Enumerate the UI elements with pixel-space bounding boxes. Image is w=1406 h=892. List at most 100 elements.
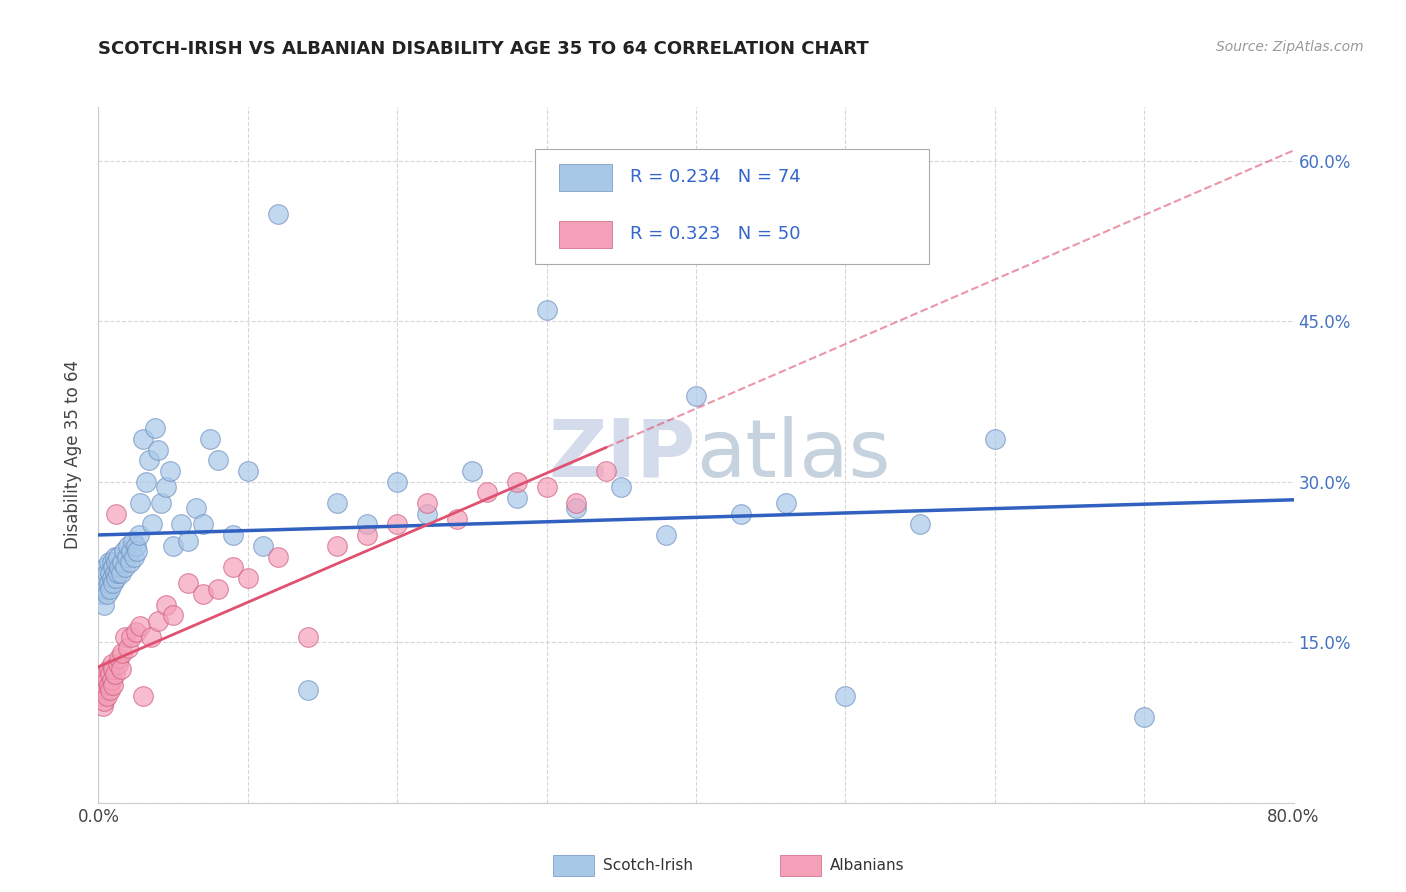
Point [222,560,245,574]
Point [141,517,163,532]
Point [326,496,349,510]
Point [103,576,125,591]
Point [101,657,124,671]
Point [834,689,856,703]
Point [1133,710,1156,724]
Point [110,662,132,676]
Text: Source: ZipAtlas.com: Source: ZipAtlas.com [1216,40,1364,54]
Point [610,480,633,494]
Point [984,432,1007,446]
Text: R = 0.323   N = 50: R = 0.323 N = 50 [630,226,801,244]
Point [118,555,141,569]
FancyBboxPatch shape [779,855,821,876]
Point [96,566,118,580]
Point [114,560,136,574]
Point [356,517,378,532]
Point [267,549,290,564]
Text: SCOTCH-IRISH VS ALBANIAN DISABILITY AGE 35 TO 64 CORRELATION CHART: SCOTCH-IRISH VS ALBANIAN DISABILITY AGE … [98,40,869,58]
Point [103,678,125,692]
Point [138,453,160,467]
Point [385,475,409,489]
Point [150,496,173,510]
Point [101,571,124,585]
Point [100,582,122,596]
Point [222,528,245,542]
Point [128,528,150,542]
Point [506,475,529,489]
Point [105,571,128,585]
Point [93,598,115,612]
Point [93,673,115,687]
Point [135,475,157,489]
Y-axis label: Disability Age 35 to 64: Disability Age 35 to 64 [65,360,83,549]
Point [125,624,148,639]
Point [132,432,155,446]
Point [111,555,134,569]
Point [416,507,439,521]
Point [162,608,184,623]
Point [297,630,319,644]
Point [96,587,118,601]
Point [96,673,118,687]
Point [90,689,112,703]
Point [127,544,149,558]
FancyBboxPatch shape [534,149,929,263]
Point [908,517,931,532]
Point [685,389,707,403]
Point [730,507,752,521]
Point [94,582,117,596]
Point [96,689,118,703]
Point [446,512,468,526]
Point [461,464,484,478]
Point [169,517,191,532]
Point [114,630,136,644]
Point [103,560,125,574]
Point [108,651,131,665]
Point [326,539,349,553]
Point [97,662,120,676]
Point [107,566,129,580]
FancyBboxPatch shape [558,164,613,191]
Point [155,598,177,612]
Point [121,533,143,548]
Point [91,678,114,692]
FancyBboxPatch shape [553,855,595,876]
Point [129,496,152,510]
Point [143,421,166,435]
Point [125,539,148,553]
Point [356,528,378,542]
Point [236,571,259,585]
Point [97,678,120,692]
Point [90,587,112,601]
Point [775,496,797,510]
Text: Scotch-Irish: Scotch-Irish [603,858,693,873]
Point [94,667,117,681]
Point [91,571,114,585]
Point [110,566,132,580]
Point [101,555,124,569]
Point [536,480,558,494]
Point [97,555,120,569]
Point [94,683,117,698]
Point [94,560,117,574]
Point [267,207,290,221]
Point [100,683,122,698]
Point [124,549,146,564]
Point [97,576,120,591]
Point [595,464,617,478]
Point [148,614,170,628]
Point [104,549,127,564]
Text: R = 0.234   N = 74: R = 0.234 N = 74 [630,169,801,186]
Point [416,496,439,510]
Point [184,501,207,516]
Point [207,582,229,596]
Point [506,491,529,505]
Point [385,517,409,532]
Point [108,560,131,574]
Point [191,517,214,532]
Point [236,464,259,478]
Point [117,640,139,655]
Point [252,539,274,553]
Point [475,485,498,500]
Point [101,673,124,687]
